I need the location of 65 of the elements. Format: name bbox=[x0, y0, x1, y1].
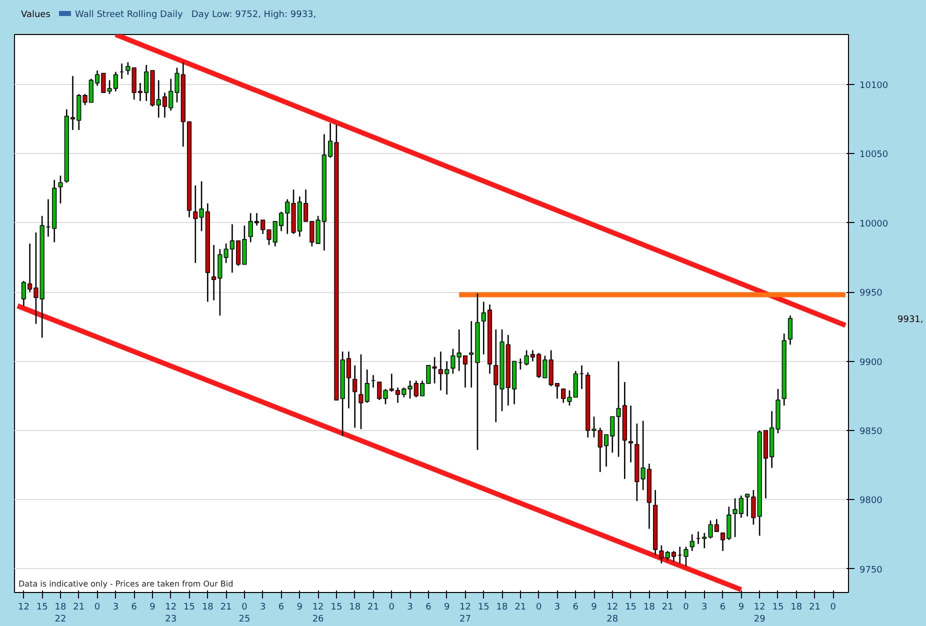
candlestick bbox=[432, 356, 437, 384]
x-tick-label: 15 bbox=[36, 602, 48, 612]
y-tick-label: 9850 bbox=[860, 427, 883, 437]
x-tick-label: 3 bbox=[407, 602, 413, 612]
x-tick-label: 21 bbox=[809, 602, 820, 612]
x-tick-label: 3 bbox=[702, 602, 708, 612]
x-tick-label: 21 bbox=[662, 602, 674, 612]
x-tick-label: 12 23 bbox=[165, 602, 177, 624]
x-tick-label: 0 bbox=[830, 602, 836, 612]
chart-subtitle: Day Low: 9752, High: 9933, bbox=[191, 10, 316, 20]
x-tick-label: 12 26 bbox=[312, 602, 324, 624]
y-tick-label: 10100 bbox=[860, 80, 888, 91]
x-tick-label: 12 27 bbox=[460, 602, 471, 624]
text: 9931, bbox=[898, 314, 924, 325]
x-tick-label: 18 bbox=[202, 602, 214, 612]
y-tick-label: 9800 bbox=[860, 496, 883, 506]
legend-title: Values bbox=[21, 10, 50, 20]
x-tick-label: 0 bbox=[683, 602, 690, 612]
x-tick-label: 0 bbox=[536, 602, 542, 612]
x-tick-label: 15 bbox=[772, 602, 784, 612]
y-tick-label: 9950 bbox=[860, 288, 883, 299]
candlestick bbox=[58, 175, 63, 204]
x-tick-label: 6 bbox=[426, 602, 432, 612]
candlestick bbox=[690, 534, 694, 552]
x-tick-label: 9 bbox=[738, 602, 744, 612]
x-tick-label: 6 bbox=[720, 602, 726, 612]
x-tick-label: 15 bbox=[330, 602, 342, 612]
x-tick-label: 6 bbox=[131, 602, 138, 612]
x-tick-label: 9 bbox=[444, 602, 450, 612]
x-tick-label: 0 bbox=[94, 602, 100, 612]
x-tick-label: 9 bbox=[591, 602, 598, 612]
x-tick-label: 18 bbox=[790, 602, 802, 612]
y-tick-label: 9900 bbox=[860, 358, 883, 368]
candlestick bbox=[628, 404, 634, 463]
candlestick bbox=[126, 62, 130, 76]
x-tick-label: 15 bbox=[184, 602, 195, 612]
x-tick-label: 18 22 bbox=[54, 602, 66, 624]
y-tick-label: 10000 bbox=[860, 219, 888, 230]
x-tick-label: 6 bbox=[278, 602, 284, 612]
x-tick-label: 3 bbox=[260, 602, 266, 612]
y-tick-label: 9750 bbox=[860, 565, 883, 576]
x-tick-label: 6 bbox=[572, 602, 579, 612]
text: Wall Street Rolling Daily bbox=[75, 10, 183, 20]
x-tick-label: 9 bbox=[296, 602, 303, 612]
x-tick-label: 18 bbox=[349, 602, 361, 612]
x-tick-label: 21 bbox=[73, 602, 85, 612]
x-tick-label: 15 bbox=[625, 602, 637, 612]
annotation: Data is indicative only - Prices are taken from Our Bid bbox=[18, 580, 234, 588]
candlestick bbox=[352, 364, 358, 428]
x-tick-label: 21 bbox=[368, 602, 379, 612]
y-tick-label: 10050 bbox=[860, 150, 888, 160]
x-tick-label: 12 bbox=[18, 602, 30, 612]
x-tick-label: 21 bbox=[514, 602, 526, 612]
x-tick-label: 9 bbox=[150, 602, 156, 612]
x-tick-label: 0 25 bbox=[238, 602, 250, 624]
x-tick-label: 12 29 bbox=[754, 602, 766, 624]
candlestick bbox=[788, 314, 793, 346]
x-tick-label: 15 bbox=[478, 602, 490, 612]
x-tick-label: 18 bbox=[643, 602, 656, 612]
x-tick-label: 12 28 bbox=[606, 602, 618, 624]
x-tick-label: 21 bbox=[220, 602, 232, 612]
x-tick-label: 3 bbox=[554, 602, 560, 612]
x-tick-label: 18 bbox=[496, 602, 508, 612]
x-tick-label: 3 bbox=[112, 602, 119, 612]
x-tick-label: 0 bbox=[388, 602, 395, 612]
